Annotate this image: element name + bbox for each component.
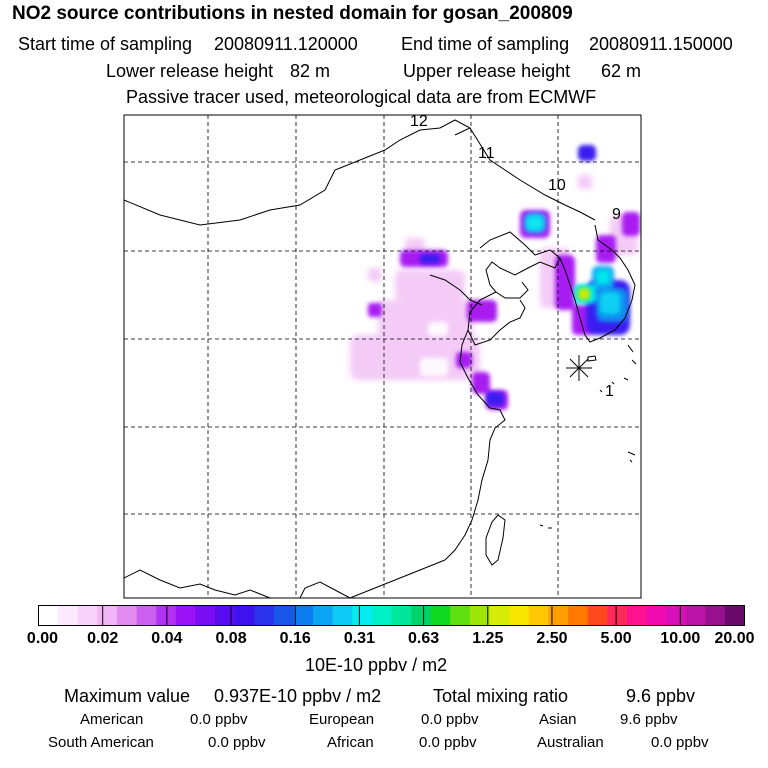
lat-lon-grid — [124, 115, 641, 598]
colorbar-cell — [509, 605, 530, 626]
colorbar-cell — [234, 605, 255, 626]
colorbar-cell — [77, 605, 98, 626]
total-mixing-label: Total mixing ratio — [433, 686, 569, 706]
trajectory-label: 11 — [478, 145, 495, 162]
colorbar-cell — [97, 605, 118, 626]
end-time-value: 20080911.150000 — [589, 34, 733, 54]
colorbar-cell — [293, 605, 314, 626]
colorbar-tick-label: 20.00 — [714, 630, 755, 647]
colorbar-tick-label: 2.50 — [536, 630, 568, 647]
colorbar-cell — [607, 605, 628, 626]
colorbar-cell — [724, 605, 745, 626]
colorbar-tick-label: 0.02 — [87, 630, 119, 647]
max-value: 0.937E-10 ppbv / m2 — [214, 686, 382, 706]
colorbar-tick-label: 0.04 — [151, 630, 183, 647]
start-time-value: 20080911.120000 — [214, 34, 358, 54]
colorbar-cell — [430, 605, 451, 626]
colorbar-cell — [332, 605, 353, 626]
colorbar-cell — [116, 605, 137, 626]
region-name: African — [327, 734, 374, 751]
region-value: 0.0 ppbv — [419, 734, 477, 751]
colorbar-cell — [215, 605, 235, 626]
colorbar-cell — [450, 605, 471, 626]
colorbar-cell — [313, 605, 333, 626]
region-name: South American — [48, 734, 154, 751]
colorbar-cell — [156, 605, 177, 626]
upper-release-label: Upper release height — [403, 61, 571, 81]
colorbar-cell — [587, 605, 608, 626]
end-time-label: End time of sampling — [401, 34, 570, 54]
region-name: European — [309, 711, 375, 728]
colorbar-cell — [666, 605, 686, 626]
colorbar-cell — [646, 605, 667, 626]
colorbar-cell — [175, 605, 196, 626]
start-time-label: Start time of sampling — [18, 34, 193, 54]
colorbar-tick-label: 0.00 — [26, 630, 59, 647]
colorbar-cell — [254, 605, 275, 626]
region-value: 0.0 ppbv — [421, 711, 479, 728]
colorbar-cell — [568, 605, 588, 626]
trajectory-label: 1 — [605, 383, 614, 400]
colorbar-cell — [38, 605, 59, 626]
region-value: 0.0 ppbv — [190, 711, 248, 728]
region-value: 9.6 ppbv — [620, 711, 678, 728]
colorbar-unit: 10E-10 ppbv / m2 — [305, 655, 448, 675]
colorbar-tick-label: 0.31 — [343, 630, 375, 647]
colorbar-tick-label: 0.16 — [279, 630, 311, 647]
colorbar-tick-label: 5.00 — [600, 630, 632, 647]
coastlines — [124, 119, 637, 598]
colorbar-cell — [548, 605, 569, 626]
colorbar-cell — [528, 605, 549, 626]
region-name: Asian — [539, 711, 577, 728]
total-mixing-value: 9.6 ppbv — [626, 686, 696, 706]
region-value: 0.0 ppbv — [651, 734, 709, 751]
map-content: 12 11 10 9 1 — [124, 113, 641, 598]
colorbar-cell — [626, 605, 647, 626]
colorbar-tick-label: 0.63 — [408, 630, 440, 647]
colorbar-cell — [411, 605, 432, 626]
colorbar-cell — [195, 605, 216, 626]
colorbar-tick-label: 10.00 — [660, 630, 701, 647]
colorbar-cell — [352, 605, 373, 626]
map-frame — [123, 114, 642, 599]
colorbar — [38, 605, 745, 626]
trajectory-label: 9 — [612, 206, 621, 223]
colorbar-cell — [273, 605, 294, 626]
receptor-asterisk-icon — [566, 355, 592, 381]
region-name: Australian — [537, 734, 604, 751]
colorbar-cell — [469, 605, 490, 626]
region-value: 0.0 ppbv — [208, 734, 266, 751]
colorbar-cell — [705, 605, 726, 626]
concentration-field — [350, 145, 640, 410]
region-name: American — [80, 711, 144, 728]
trajectory-labels: 12 11 10 9 1 — [410, 113, 621, 400]
colorbar-cell — [489, 605, 510, 626]
colorbar-cell — [685, 605, 706, 626]
trajectory-label: 10 — [548, 177, 566, 194]
plot-title: NO2 source contributions in nested domai… — [12, 3, 573, 24]
colorbar-cell — [58, 605, 79, 626]
lower-release-value: 82 m — [290, 61, 331, 81]
upper-release-value: 62 m — [601, 61, 642, 81]
trajectory-label: 12 — [410, 113, 428, 130]
colorbar-cell — [371, 605, 392, 626]
colorbar-cell — [136, 605, 157, 626]
colorbar-tick-label: 0.08 — [215, 630, 247, 647]
tracer-note: Passive tracer used, meteorological data… — [126, 87, 597, 107]
max-value-label: Maximum value — [64, 686, 191, 706]
colorbar-cell — [391, 605, 412, 626]
lower-release-label: Lower release height — [106, 61, 274, 81]
colorbar-tick-label: 1.25 — [472, 630, 504, 647]
